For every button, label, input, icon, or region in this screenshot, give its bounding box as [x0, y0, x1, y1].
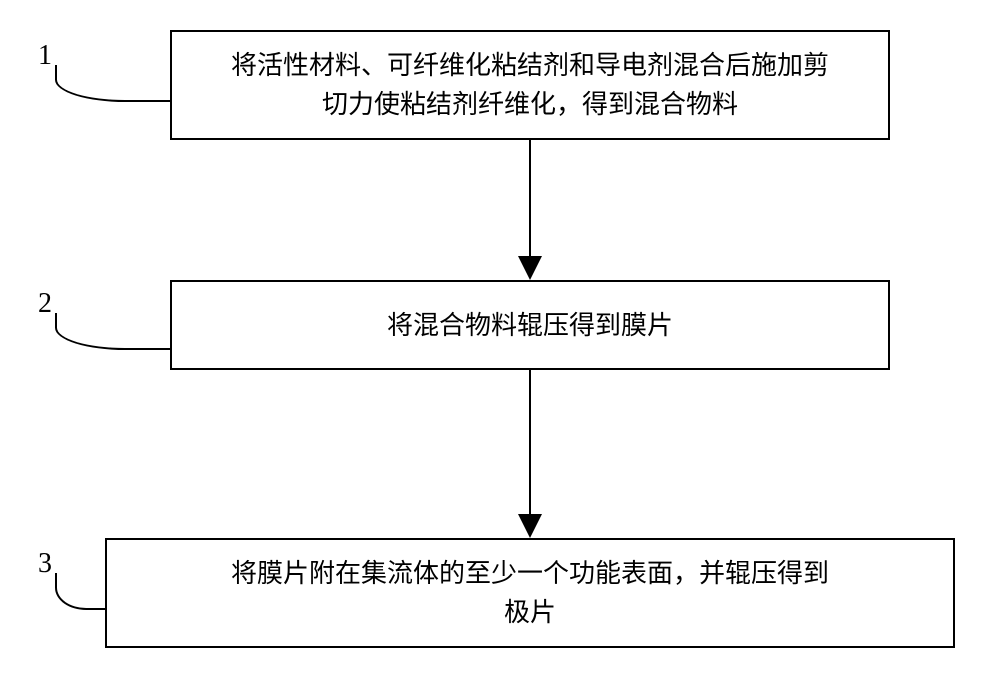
flowchart-node-3: 将膜片附在集流体的至少一个功能表面，并辊压得到 极片: [105, 538, 955, 648]
leader-curve-3: [55, 573, 107, 610]
flowchart-node-1-text: 将活性材料、可纤维化粘结剂和导电剂混合后施加剪 切力使粘结剂纤维化，得到混合物料: [231, 46, 829, 124]
flowchart-node-2: 将混合物料辊压得到膜片: [170, 280, 890, 370]
step-number-3: 3: [38, 548, 52, 580]
step-number-2: 2: [38, 288, 52, 320]
leader-curve-2: [55, 313, 172, 350]
flowchart-node-3-text: 将膜片附在集流体的至少一个功能表面，并辊压得到 极片: [231, 554, 829, 632]
step-number-1: 1: [38, 40, 52, 72]
flowchart-node-2-text: 将混合物料辊压得到膜片: [387, 306, 673, 345]
flowchart-canvas: 将活性材料、可纤维化粘结剂和导电剂混合后施加剪 切力使粘结剂纤维化，得到混合物料…: [0, 0, 1000, 696]
leader-curve-1: [55, 65, 172, 102]
flowchart-node-1: 将活性材料、可纤维化粘结剂和导电剂混合后施加剪 切力使粘结剂纤维化，得到混合物料: [170, 30, 890, 140]
